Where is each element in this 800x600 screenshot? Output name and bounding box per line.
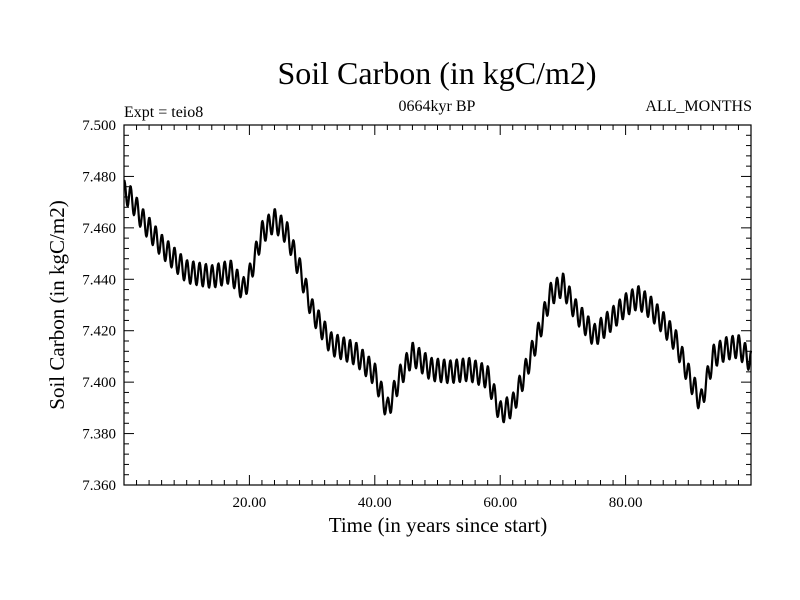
axis-ticks xyxy=(123,124,752,486)
x-tick-labels: 20.00 40.00 60.00 80.00 xyxy=(233,495,643,511)
y-tick-label: 7.500 xyxy=(82,118,116,134)
chart-subtitle: 0664kyr BP xyxy=(399,98,476,115)
y-tick-label: 7.460 xyxy=(82,221,116,237)
y-tick-labels: 7.360 7.380 7.400 7.420 7.440 7.460 7.480 7.500 xyxy=(82,118,116,494)
chart-title: Soil Carbon (in kgC/m2) xyxy=(277,55,596,91)
y-tick-label: 7.400 xyxy=(82,375,116,391)
y-tick-label: 7.360 xyxy=(82,478,116,494)
experiment-label: Expt = teio8 xyxy=(124,104,203,121)
y-tick-label: 7.380 xyxy=(82,427,116,443)
x-tick-label: 60.00 xyxy=(483,495,517,511)
soil-carbon-series-line xyxy=(123,179,753,424)
x-tick-label: 80.00 xyxy=(609,495,643,511)
y-tick-label: 7.420 xyxy=(82,324,116,340)
y-tick-label: 7.480 xyxy=(82,169,116,185)
y-axis-label: Soil Carbon (in kgC/m2) xyxy=(45,200,69,409)
x-tick-label: 40.00 xyxy=(358,495,392,511)
x-tick-label: 20.00 xyxy=(233,495,267,511)
x-axis-label: Time (in years since start) xyxy=(329,513,548,537)
months-label: ALL_MONTHS xyxy=(645,98,752,115)
y-tick-label: 7.440 xyxy=(82,272,116,288)
